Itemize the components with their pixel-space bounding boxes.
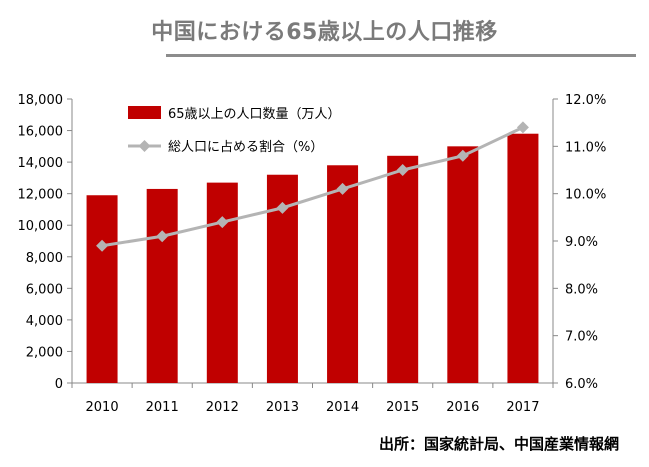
y-left-tick-label: 14,000 [18, 156, 64, 171]
y-right-tick-label: 12.0% [565, 93, 606, 108]
x-tick-label: 2011 [146, 400, 179, 415]
y-left-tick-label: 4,000 [26, 314, 63, 329]
axes: 0 2,000 4,000 6,000 8,000 10,000 12,000 14,000 1… [18, 93, 607, 415]
x-tick-label: 2012 [206, 400, 239, 415]
y-left-tick-label: 12,000 [18, 188, 64, 203]
y-right-tick-label: 7.0% [565, 330, 598, 345]
ratio-point-2010 [96, 239, 109, 252]
x-tick-label: 2015 [386, 400, 419, 415]
y-right-tick-label: 8.0% [565, 282, 598, 297]
bar-2015 [387, 155, 419, 383]
y-left-tick-label: 2,000 [26, 345, 63, 360]
x-tick-label: 2017 [506, 400, 539, 415]
ratio-point-2015 [396, 164, 409, 176]
y-left-tick-label: 16,000 [18, 125, 64, 140]
bar-2011 [146, 188, 178, 383]
y-left-tick-label: 6,000 [26, 282, 63, 297]
source-note: 出所：国家統計局、中国産業情報網 [378, 435, 619, 453]
legend-label-line: 総人口に占める割合（%） [168, 139, 323, 155]
title-underline [166, 54, 636, 57]
y-left-tick-label: 0 [55, 377, 63, 392]
bar-2014 [327, 165, 359, 383]
bar-2012 [206, 182, 238, 383]
y-right-tick-label: 9.0% [565, 235, 598, 250]
legend-swatch-marker [138, 140, 151, 152]
x-tick-label: 2014 [326, 400, 359, 415]
line-series [96, 121, 529, 252]
bar-series [86, 133, 539, 383]
y-right-tick-label: 6.0% [565, 377, 598, 392]
ratio-line [101, 126, 524, 248]
ratio-point-2017 [516, 121, 529, 134]
bar-2017 [507, 133, 539, 383]
bar-2016 [447, 146, 479, 383]
chart-title: 中国における65歳以上の人口推移 [151, 20, 498, 45]
y-left-tick-label: 18,000 [18, 93, 64, 108]
bar-2010 [86, 195, 118, 383]
x-tick-label: 2013 [266, 400, 299, 415]
legend-label-bar: 65歳以上の人口数量（万人） [168, 107, 341, 122]
x-tick-label: 2016 [446, 400, 479, 415]
legend: 65歳以上の人口数量（万人） 総人口に占める割合（%） [128, 106, 341, 155]
y-right-tick-label: 10.0% [565, 188, 606, 203]
y-left-tick-label: 8,000 [26, 251, 63, 266]
ratio-point-2011 [156, 230, 169, 243]
x-tick-label: 2010 [86, 400, 119, 415]
y-right-tick-label: 11.0% [565, 140, 606, 155]
ratio-point-2014 [336, 182, 349, 195]
ratio-point-2013 [276, 201, 289, 214]
ratio-point-2012 [216, 216, 229, 229]
ratio-point-2016 [456, 149, 469, 162]
legend-swatch-bar [128, 106, 161, 119]
y-left-tick-label: 10,000 [18, 219, 64, 234]
